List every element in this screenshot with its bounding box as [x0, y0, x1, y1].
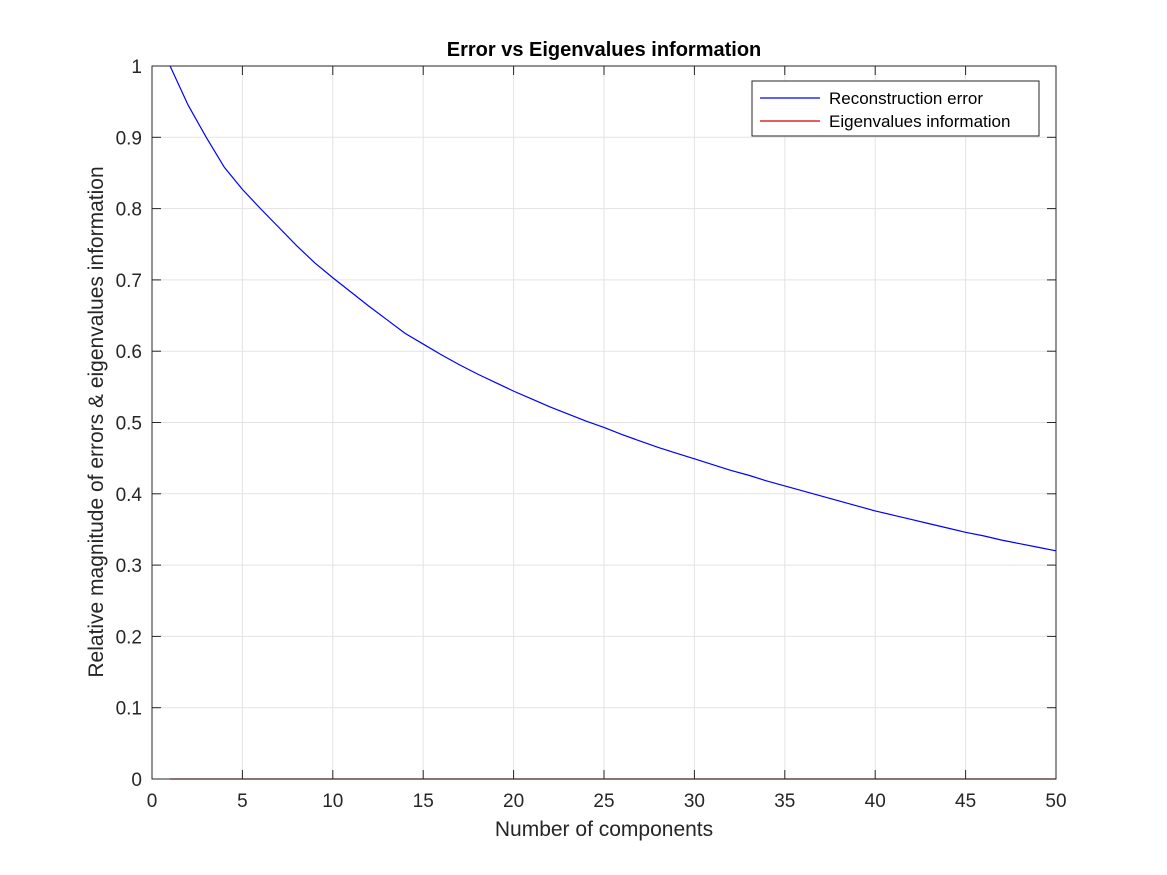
- series-line-reconstruction-error: [169, 65, 1057, 552]
- x-tick-label: 20: [503, 791, 524, 812]
- y-tick-label: 0: [131, 770, 142, 791]
- y-tick-label: 0.9: [116, 128, 142, 149]
- grid-lines: [152, 66, 1056, 779]
- legend-label-reconstruction-error: Reconstruction error: [829, 89, 983, 108]
- legend-box: [751, 80, 1040, 137]
- y-tick-label: 0.5: [116, 414, 142, 435]
- y-tick-labels: 0 0.1 0.2 0.3 0.4 0.5 0.6 0.7 0.8 0.9 1: [116, 57, 143, 791]
- chart-title: Error vs Eigenvalues information: [447, 39, 762, 61]
- y-tick-label: 1: [131, 57, 142, 78]
- tick-marks: [151, 65, 1057, 780]
- x-tick-label: 30: [684, 791, 705, 812]
- y-tick-label: 0.6: [116, 342, 142, 363]
- x-tick-label: 25: [593, 791, 614, 812]
- y-tick-label: 0.1: [116, 699, 142, 720]
- x-tick-label: 45: [955, 791, 976, 812]
- x-tick-label: 35: [774, 791, 795, 812]
- x-axis-label: Number of components: [495, 818, 713, 841]
- y-axis-label: Relative magnitude of errors & eigenvalu…: [85, 166, 108, 677]
- y-tick-label: 0.7: [116, 271, 142, 292]
- y-tick-label: 0.3: [116, 556, 142, 577]
- legend-label-eigenvalues-information: Eigenvalues information: [829, 112, 1010, 131]
- x-tick-label: 0: [147, 791, 158, 812]
- x-tick-label: 15: [413, 791, 434, 812]
- y-tick-label: 0.8: [116, 200, 142, 221]
- y-tick-label: 0.2: [116, 627, 142, 648]
- x-tick-label: 5: [237, 791, 248, 812]
- x-tick-label: 50: [1045, 791, 1066, 812]
- x-tick-labels: 0 5 10 15 20 25 30 35 40 45 50: [147, 791, 1067, 812]
- legend: Reconstruction error Eigenvalues informa…: [751, 80, 1040, 137]
- x-tick-label: 10: [322, 791, 343, 812]
- y-tick-label: 0.4: [116, 485, 143, 506]
- x-tick-label: 40: [865, 791, 886, 812]
